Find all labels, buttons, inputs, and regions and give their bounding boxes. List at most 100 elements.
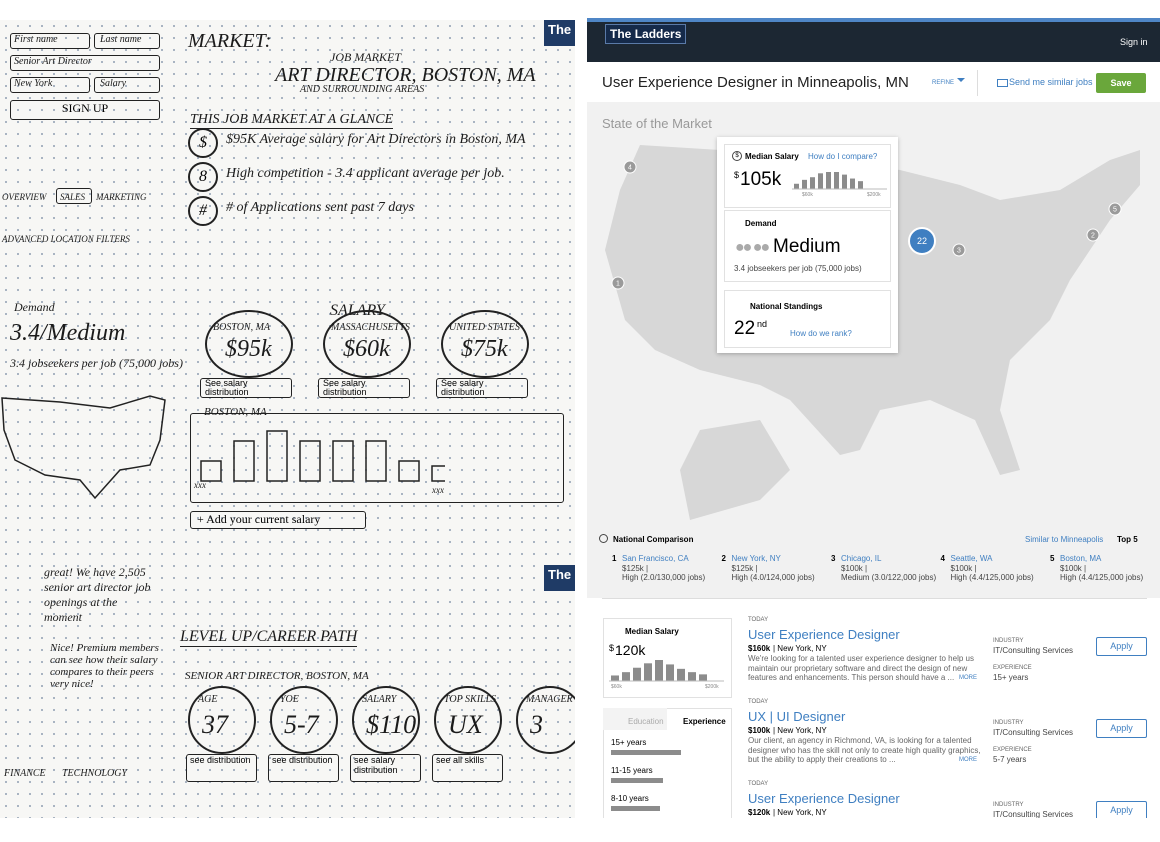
sketch-icon: $ <box>188 128 218 158</box>
logo-text: Ladders <box>634 27 682 41</box>
city-link[interactable]: Boston, MA <box>1060 554 1102 563</box>
job-date: TODAY <box>748 699 769 705</box>
section-title: State of the Market <box>602 116 712 131</box>
save-button[interactable]: Save <box>1096 73 1146 93</box>
compare-link[interactable]: How do I compare? <box>808 152 878 161</box>
sketch-circle <box>323 310 411 378</box>
marker-dot <box>1108 202 1122 216</box>
filter-link[interactable]: Similar to Minneapolis <box>1025 535 1104 544</box>
marker-label: 5 <box>1113 207 1117 214</box>
currency: $ <box>609 643 615 653</box>
scope[interactable]: Top 5 <box>1117 535 1138 544</box>
marker-label: 3 <box>957 248 961 255</box>
card-detail: 3.4 jobseekers per job (75,000 jobs) <box>734 264 862 273</box>
histogram-bar <box>810 177 815 189</box>
histogram-bar <box>699 674 707 681</box>
sketch-bar <box>431 465 445 482</box>
job-title[interactable]: User Experience Designer <box>748 791 900 806</box>
map-marker[interactable]: 5 <box>1108 202 1122 216</box>
marker-label: 22 <box>917 236 927 246</box>
more-link[interactable]: MORE <box>959 675 977 681</box>
job-title[interactable]: UX | UI Designer <box>748 709 846 724</box>
card-suffix: nd <box>757 319 768 329</box>
value: $110 <box>366 710 417 739</box>
marker-label: 1 <box>616 281 620 288</box>
tab[interactable]: Experience <box>683 717 726 726</box>
job-salary: $120k <box>748 808 771 817</box>
map-marker[interactable]: 2 <box>1086 228 1100 242</box>
salary: $125k | <box>622 564 649 573</box>
sketch-circle <box>270 686 338 754</box>
sketch-circle <box>188 686 256 754</box>
sketch-button: see distribution <box>268 754 339 782</box>
label: BOSTON, MA <box>213 322 271 333</box>
label: Senior Art Director <box>14 56 92 67</box>
map-marker[interactable]: 1 <box>611 276 625 290</box>
heading: THIS JOB MARKET AT A GLANCE <box>190 112 394 129</box>
city-link[interactable]: San Francisco, CA <box>622 554 689 563</box>
sketch-icon: # <box>188 196 218 226</box>
sketch-button: see all skills <box>432 754 503 782</box>
sketch-bar <box>299 440 321 482</box>
histogram-bar <box>644 663 652 681</box>
bar-label: 15+ years <box>611 738 647 747</box>
marker-label: 4 <box>628 165 632 172</box>
card-label: Median Salary <box>745 152 799 161</box>
industry: IT/Consulting Services <box>993 728 1074 737</box>
map-marker[interactable]: 3 <box>952 243 966 257</box>
salary-card <box>724 144 891 208</box>
text: SENIOR ART DIRECTOR, BOSTON, MA <box>185 670 369 682</box>
label: SALARY <box>362 694 397 705</box>
text: High competition - 3.4 applicant average… <box>226 166 505 181</box>
value: 5-7 <box>284 710 319 739</box>
text: $95K Average salary for Art Directors in… <box>226 132 526 147</box>
currency: $ <box>734 170 740 180</box>
alert-link[interactable]: Send me similar jobs <box>1009 77 1093 87</box>
value: $75k <box>461 336 508 362</box>
tab: OVERVIEW <box>2 192 47 202</box>
card-value: 22 <box>734 318 756 339</box>
axis-label: $200k <box>867 192 881 198</box>
industry-label: INDUSTRY <box>993 720 1024 726</box>
sketch-bar <box>233 440 255 482</box>
industry-label: INDUSTRY <box>993 638 1024 644</box>
city-link[interactable]: New York, NY <box>731 554 781 563</box>
city-link[interactable]: Seattle, WA <box>950 554 993 563</box>
text: ART DIRECTOR, BOSTON, MA <box>275 64 536 86</box>
more-link[interactable]: MORE <box>959 757 977 763</box>
salary: $100k | <box>841 564 868 573</box>
sketch-bar <box>332 440 354 482</box>
rank: 4 <box>940 554 945 563</box>
map-marker[interactable]: 22 <box>908 227 936 255</box>
apply-button[interactable]: Apply <box>1096 637 1147 656</box>
sign-in[interactable]: Sign in <box>1120 37 1148 47</box>
text: JOB MARKET <box>330 50 401 64</box>
experience-label: EXPERIENCE <box>993 747 1032 753</box>
rank-link[interactable]: How do we rank? <box>790 329 852 338</box>
job-title[interactable]: User Experience Designer <box>748 627 900 642</box>
sketch-circle <box>441 310 529 378</box>
sketch-icon: 8 <box>188 162 218 192</box>
logo[interactable]: The Ladders <box>605 24 687 44</box>
tab[interactable]: Education <box>628 717 664 726</box>
sketch-button: see salary distribution <box>350 754 421 782</box>
card-label: National Standings <box>750 302 823 311</box>
map-marker[interactable]: 4 <box>623 160 637 174</box>
refine[interactable]: REFINE <box>932 80 955 86</box>
sketch-bar <box>398 460 420 482</box>
marker-dot <box>611 276 625 290</box>
card-value: 105k <box>740 169 782 190</box>
city-link[interactable]: Chicago, IL <box>841 554 882 563</box>
histogram-bar <box>611 675 619 681</box>
label: TECHNOLOGY <box>62 768 128 779</box>
job-location: | New York, NY <box>773 808 827 817</box>
heading: LEVEL UP/CAREER PATH <box>180 628 358 647</box>
logo-text: The <box>610 27 632 41</box>
label: ADVANCED LOCATION FILTERS <box>2 234 130 244</box>
apply-button[interactable]: Apply <box>1096 719 1147 738</box>
apply-button[interactable]: Apply <box>1096 801 1147 818</box>
sketch-photo: First name Last name Senior Art Director… <box>0 20 575 818</box>
input <box>10 33 90 49</box>
experience-bar <box>611 778 663 783</box>
